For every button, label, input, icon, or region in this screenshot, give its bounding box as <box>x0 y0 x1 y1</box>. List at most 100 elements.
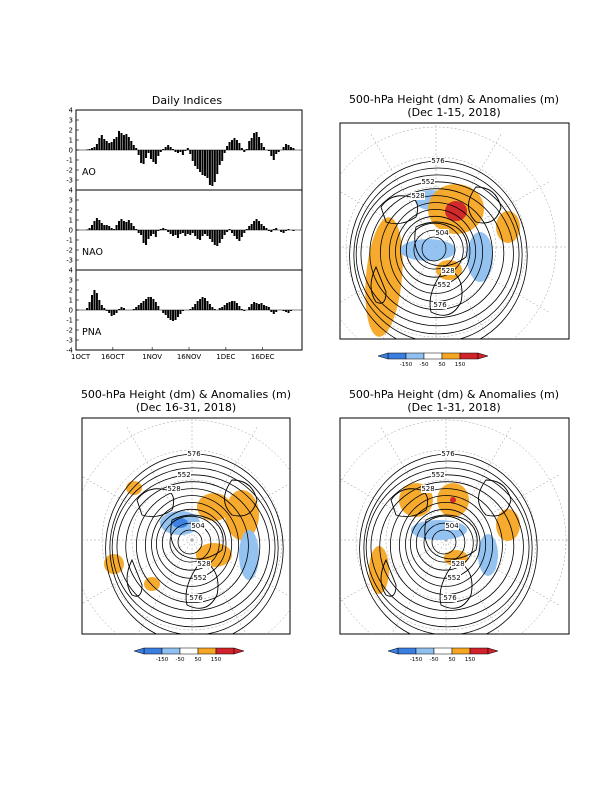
index-bar <box>174 150 177 152</box>
contour-label-bg <box>447 574 461 582</box>
colorbar-segment <box>215 647 235 655</box>
index-bar <box>149 230 152 236</box>
meridian-line <box>445 539 559 606</box>
index-bar <box>110 228 113 230</box>
index-bar <box>159 150 162 152</box>
y-tick-label: -1 <box>66 156 73 164</box>
coastline <box>429 266 463 316</box>
height-contour <box>125 481 261 612</box>
y-tick-label: 2 <box>69 286 73 294</box>
index-bar <box>260 303 263 310</box>
index-bar <box>86 308 89 310</box>
index-bar <box>270 230 273 232</box>
index-bar <box>103 308 106 310</box>
index-bar <box>255 219 258 230</box>
map-1-title: 500-hPa Height (dm) & Anomalies (m) <box>349 93 559 106</box>
map: 576 552 528 504 528 552 576 <box>339 122 570 340</box>
index-bar <box>140 230 143 235</box>
index-bar <box>287 310 290 313</box>
colorbar-segment <box>387 352 407 360</box>
index-bar <box>201 230 204 236</box>
meridian-line <box>435 181 549 248</box>
contour-label: 528 <box>167 485 180 493</box>
colorbar-arrow-right <box>477 352 489 360</box>
index-bar <box>105 310 108 311</box>
colorbar-tick-label: -150 <box>410 657 423 663</box>
index-bar <box>289 310 292 311</box>
index-bar <box>272 150 275 160</box>
contour-label-bg <box>187 450 201 458</box>
index-panel-pna: 4 3 2 1 0 -1 -2 -3 -4 PNA <box>66 266 302 354</box>
colorbar-segment <box>415 647 435 655</box>
map-3-title: 500-hPa Height (dm) & Anomalies (m) <box>349 388 559 401</box>
colorbar-tick-label: 150 <box>455 362 466 368</box>
index-bar <box>267 307 270 310</box>
index-bar <box>277 150 280 152</box>
index-bar <box>145 150 148 158</box>
contour-label-bg <box>421 178 435 186</box>
index-bar <box>140 303 143 310</box>
index-bar <box>162 149 165 150</box>
anomaly-shade <box>172 518 188 528</box>
colorbar-tick-label: -150 <box>156 657 169 663</box>
height-contour <box>405 502 487 587</box>
anomaly-shade <box>365 217 403 337</box>
contour-label-bg <box>431 157 445 165</box>
index-bar <box>169 230 172 234</box>
index-bar <box>262 147 265 150</box>
index-bar <box>285 230 288 231</box>
contour-label: 504 <box>191 522 205 530</box>
index-bar <box>245 149 248 150</box>
contour-label: 528 <box>197 560 210 568</box>
index-bar <box>260 143 263 150</box>
anomaly-shade <box>225 490 259 540</box>
index-bar <box>110 142 113 150</box>
coastline <box>390 488 429 518</box>
index-bar <box>194 304 197 310</box>
index-bar <box>248 141 251 150</box>
index-bar <box>240 230 243 237</box>
colorbar-arrow-left <box>133 647 145 655</box>
index-bar <box>115 137 118 150</box>
colorbar-tick-label: -50 <box>420 362 429 368</box>
y-tick-label: 3 <box>69 276 73 284</box>
meridian-line <box>191 427 258 541</box>
map-content: 576 552 528 504 528 552 576 <box>340 418 569 634</box>
contour-label: 528 <box>451 560 464 568</box>
index-bar <box>115 310 118 313</box>
index-bar <box>253 221 256 230</box>
coastline <box>170 514 224 560</box>
height-contour <box>161 515 220 571</box>
anomaly-shade <box>369 546 389 594</box>
map-content: 576 552 528 504 528 552 576 <box>82 418 290 634</box>
anomaly-shade <box>400 239 456 261</box>
index-bar <box>98 300 101 310</box>
index-bar <box>238 306 241 310</box>
index-bar <box>201 150 204 175</box>
index-bar <box>231 301 234 310</box>
index-bar <box>203 150 206 176</box>
index-bar <box>231 230 234 233</box>
index-bar <box>179 310 182 314</box>
height-contour <box>135 488 249 603</box>
contour-label-bg <box>431 471 445 479</box>
y-tick-label: -1 <box>66 316 73 324</box>
map: 576 552 528 504 528 552 576 <box>81 417 291 635</box>
contour-label: 528 <box>441 267 454 275</box>
index-bar <box>199 299 202 310</box>
height-contour <box>169 522 212 563</box>
index-bar <box>213 150 216 182</box>
meridian-line <box>435 246 549 313</box>
colorbar-segment <box>469 647 489 655</box>
contour-label-bg <box>451 560 465 568</box>
y-tick-label: 1 <box>69 216 73 224</box>
index-bar <box>118 131 121 150</box>
index-bar <box>172 310 175 321</box>
colorbar-segment <box>433 647 453 655</box>
index-bar <box>108 143 111 150</box>
meridian-line <box>340 191 437 248</box>
colorbar-segment <box>441 352 461 360</box>
index-bar <box>250 224 253 230</box>
colorbar-segment <box>197 647 217 655</box>
